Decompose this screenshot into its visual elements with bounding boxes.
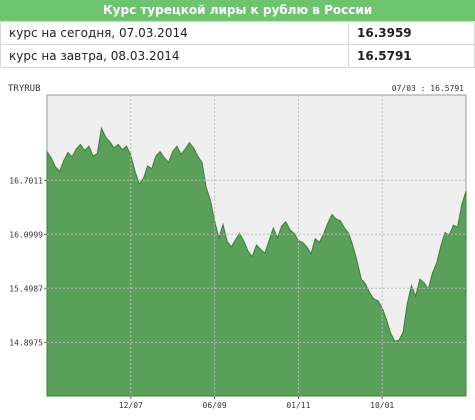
rate-value-today: 16.3959 <box>348 21 475 45</box>
x-tick-label: 12/07 <box>119 401 143 410</box>
y-tick-label: 15.4987 <box>9 284 43 293</box>
y-tick-label: 14.8975 <box>9 338 43 347</box>
chart-container: TRYRUB 07/03 : 16.5791 16.7011 16.0999 15.… <box>0 78 475 416</box>
x-tick-label: 10/01 <box>370 401 394 410</box>
table-row: курс на сегодня, 07.03.2014 16.3959 <box>0 21 475 45</box>
page-title: Курс турецкой лиры к рублю в России <box>0 0 475 21</box>
rate-label-tomorrow: курс на завтра, 08.03.2014 <box>0 44 349 68</box>
chart-title: TRYRUB <box>8 84 41 94</box>
last-value-label: 07/03 : 16.5791 <box>392 84 464 93</box>
rate-value-tomorrow: 16.5791 <box>348 44 475 68</box>
y-tick-label: 16.0999 <box>9 230 43 239</box>
x-tick-label: 01/11 <box>286 401 310 410</box>
rate-area-series <box>46 126 467 397</box>
rate-label-today: курс на сегодня, 07.03.2014 <box>0 21 349 45</box>
y-tick-label: 16.7011 <box>9 176 43 185</box>
rate-chart: TRYRUB 07/03 : 16.5791 16.7011 16.0999 15.… <box>8 84 467 410</box>
table-row: курс на завтра, 08.03.2014 16.5791 <box>0 44 475 68</box>
rates-table: курс на сегодня, 07.03.2014 16.3959 курс… <box>0 21 475 68</box>
x-tick-label: 06/09 <box>203 401 227 410</box>
